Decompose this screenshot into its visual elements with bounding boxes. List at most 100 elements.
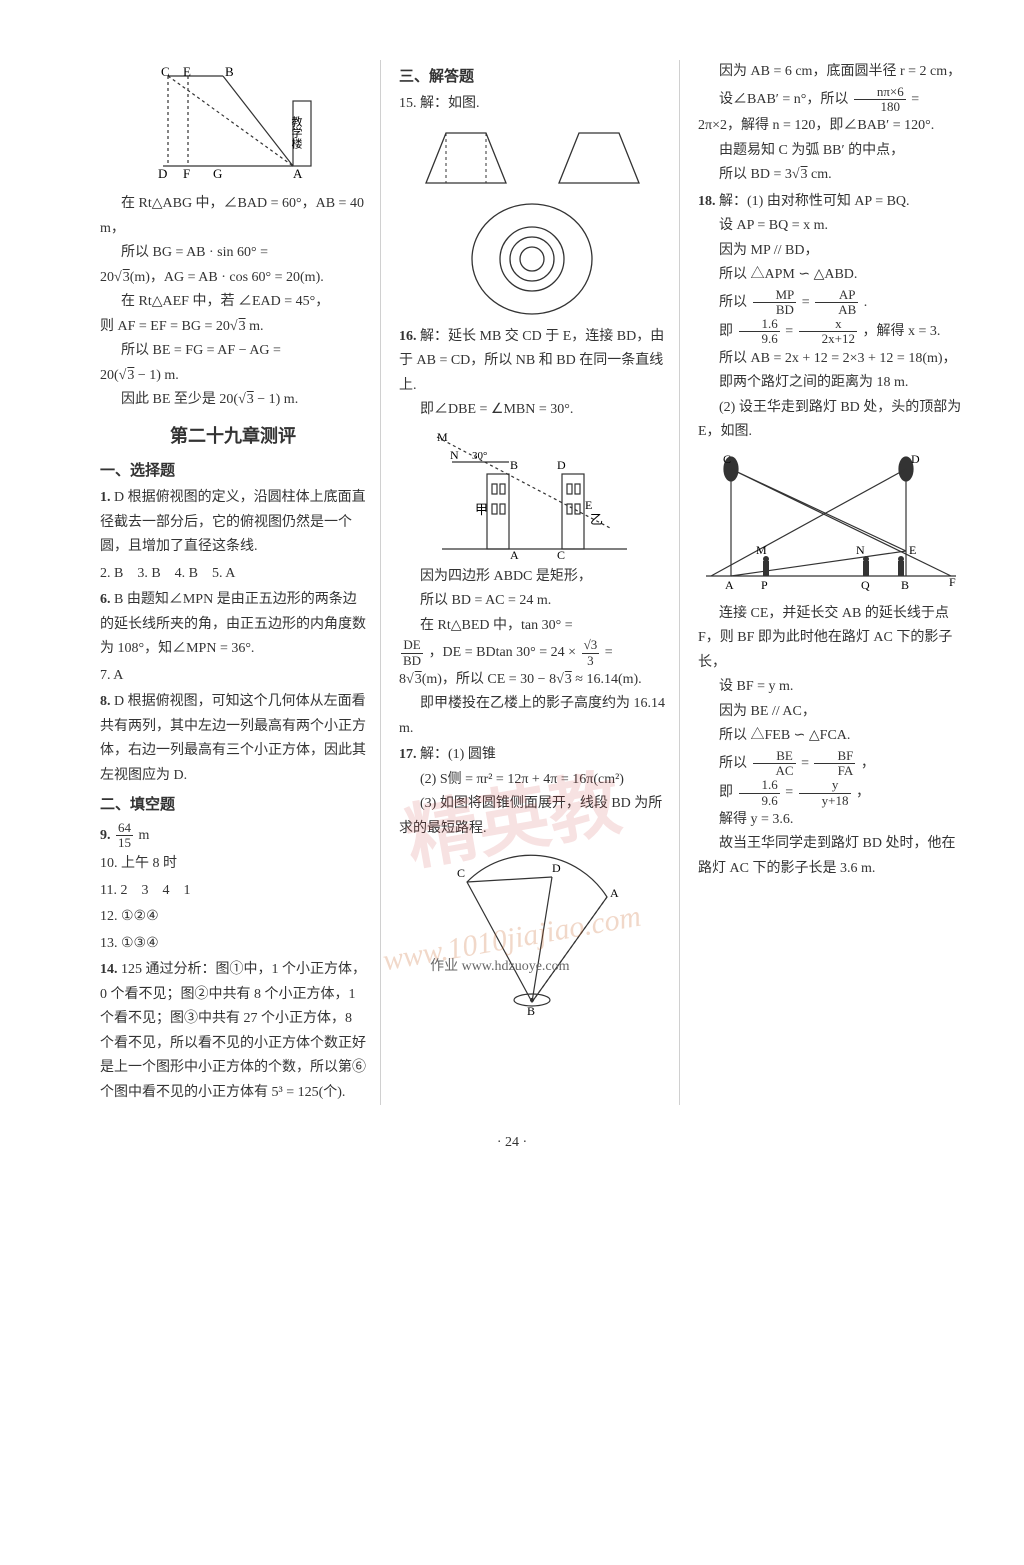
svg-text:M: M [437,430,448,444]
q17-1: 17. 解：(1) 圆锥 [399,743,665,768]
figure-concentric [399,199,665,319]
q8: 8. D 根据俯视图，可知这个几何体从左面看共有两列，其中左边一列最高有两个小正… [100,690,366,788]
svg-text:B: B [527,1004,535,1017]
svg-text:A: A [725,578,734,592]
label-F: F [183,166,190,181]
label-A: A [293,166,303,181]
c1-p7: 20(√3 − 1) m. [100,364,366,389]
q9: 9. 6415 m [100,821,366,851]
svg-text:30°: 30° [472,450,487,462]
q18-p6: 即 1.69.6 = x2x+12 ，解得 x = 3. [698,317,964,347]
q16-p6: DEBD ，DE = BDtan 30° = 24 × √33 = [399,638,665,668]
c1-p1: 在 Rt△ABG 中，∠BAD = 60°，AB = 40 m， [100,192,366,241]
svg-text:F: F [949,575,956,589]
chapter-heading: 第二十九章测评 [100,421,366,453]
figure-buildings: M N 30° B D E 甲 乙 A C [399,429,665,559]
c3-p3: 2π×2，解得 n = 120，即∠BAB′ = 120°. [698,114,964,139]
q18-p13: 所以 △FEB ∽ △FCA. [698,724,964,749]
svg-text:D: D [552,861,561,875]
c3-p4: 由题易知 C 为弧 BB′ 的中点， [698,139,964,164]
q12: 12. ①②④ [100,905,366,930]
q18-p12: 因为 BE // AC， [698,700,964,725]
svg-text:A: A [610,886,619,900]
q18-p2: 设 AP = BQ = x m. [698,214,964,239]
q11: 11. 2 3 4 1 [100,879,366,904]
svg-text:M: M [756,543,767,557]
q1: 1. D 根据俯视图的定义，沿圆柱体上底面直径截去一部分后，它的俯视图仍然是一个… [100,486,366,560]
q18-p14: 所以 BEAC = BFFA ， [698,749,964,779]
q18: 18. 解：(1) 由对称性可知 AP = BQ. [698,190,964,215]
svg-text:Q: Q [861,578,870,592]
label-G: G [213,166,222,181]
c1-p2: 所以 BG = AB · sin 60° = [100,241,366,266]
q13: 13. ①③④ [100,932,366,957]
q15: 15. 解：如图. [399,92,665,117]
svg-text:B: B [901,578,909,592]
label-C: C [161,66,170,79]
q16: 16. 解：延长 MB 交 CD 于 E，连接 BD，由于 AB = CD，所以… [399,325,665,399]
svg-text:B: B [510,458,518,472]
figure-cone-unfold: C D A B [399,847,665,1017]
q18-p5: 所以 MPBD = APAB . [698,288,964,318]
q16-p3: 因为四边形 ABDC 是矩形， [399,565,665,590]
q16-p5: 在 Rt△BED 中，tan 30° = [399,614,665,639]
q10: 10. 上午 8 时 [100,852,366,877]
label-building: 教学楼 [290,116,303,150]
label-D: D [158,166,167,181]
column-2: 三、解答题 15. 解：如图. 16. 解：延长 MB 交 CD 于 E，连接 … [399,60,680,1105]
section-answer: 三、解答题 [399,64,665,90]
q18-p9: (2) 设王华走到路灯 BD 处，头的顶部为 E，如图. [698,396,964,445]
q2-5: 2. B 3. B 4. B 5. A [100,562,366,587]
c3-p2: 设∠BAB′ = n°，所以 nπ×6180 = [698,85,964,115]
svg-text:N: N [450,448,459,462]
q7: 7. A [100,664,366,689]
column-1: C E B D F G A 教学楼 在 Rt△ABG 中，∠BAD = 60°，… [100,60,381,1105]
section-fill: 二、填空题 [100,792,366,818]
q16-p2: 即∠DBE = ∠MBN = 30°. [399,398,665,423]
svg-text:A: A [510,548,519,559]
svg-text:E: E [585,498,592,512]
svg-text:乙: 乙 [590,512,603,527]
svg-text:P: P [761,578,768,592]
q14: 14. 125 通过分析：图①中，1 个小正方体，0 个看不见；图②中共有 8 … [100,958,366,1105]
c1-p8: 因此 BE 至少是 20(√3 − 1) m. [100,388,366,413]
q18-p3: 因为 MP // BD， [698,239,964,264]
page-number: · 24 · [0,1135,1024,1151]
q18-p11: 设 BF = y m. [698,675,964,700]
svg-text:C: C [457,866,465,880]
q16-p8: 即甲楼投在乙楼上的影子高度约为 16.14 m. [399,692,665,741]
c1-p3: 20√3(m)，AG = AB · cos 60° = 20(m). [100,266,366,291]
svg-text:C: C [557,548,565,559]
q16-p7: 8√3(m)，所以 CE = 30 − 8√3 ≈ 16.14(m). [399,668,665,693]
figure-triangle-building: C E B D F G A 教学楼 [100,66,366,186]
svg-text:甲: 甲 [475,502,488,517]
svg-text:E: E [909,543,916,557]
q18-p8: 即两个路灯之间的距离为 18 m. [698,371,964,396]
q18-p16: 解得 y = 3.6. [698,808,964,833]
figure-streetlights: C D M N E A P Q B F [698,451,964,596]
section-choice: 一、选择题 [100,458,366,484]
label-B: B [225,66,234,79]
svg-text:D: D [911,452,920,466]
q18-p15: 即 1.69.6 = yy+18 ， [698,778,964,808]
q17-3: (3) 如图将圆锥侧面展开，线段 BD 为所求的最短路程. [399,792,665,841]
q6: 6. B 由题知∠MPN 是由正五边形的两条边的延长线所夹的角，由正五边形的内角… [100,588,366,662]
svg-text:N: N [856,543,865,557]
c1-p6: 所以 BE = FG = AF − AG = [100,339,366,364]
c3-p1: 因为 AB = 6 cm，底面圆半径 r = 2 cm， [698,60,964,85]
c1-p5: 则 AF = EF = BG = 20√3 m. [100,315,366,340]
q16-p4: 所以 BD = AC = 24 m. [399,589,665,614]
q18-p7: 所以 AB = 2x + 12 = 2×3 + 12 = 18(m)， [698,347,964,372]
q18-p4: 所以 △APM ∽ △ABD. [698,263,964,288]
q18-p10: 连接 CE，并延长交 AB 的延长线于点 F，则 BF 即为此时他在路灯 AC … [698,602,964,676]
figure-trapezoids [399,123,665,193]
hdzuoye-text: 作业 www.hdzuoye.com [430,955,569,975]
label-E: E [183,66,191,79]
c3-p5: 所以 BD = 3√3 cm. [698,163,964,188]
column-3: 因为 AB = 6 cm，底面圆半径 r = 2 cm， 设∠BAB′ = n°… [698,60,964,1105]
c1-p4: 在 Rt△AEF 中，若 ∠EAD = 45°， [100,290,366,315]
q17-2: (2) S侧 = πr² = 12π + 4π = 16π(cm²) [399,768,665,793]
q18-p17: 故当王华同学走到路灯 BD 处时，他在路灯 AC 下的影子长是 3.6 m. [698,832,964,881]
svg-text:D: D [557,458,566,472]
svg-text:C: C [723,452,731,466]
